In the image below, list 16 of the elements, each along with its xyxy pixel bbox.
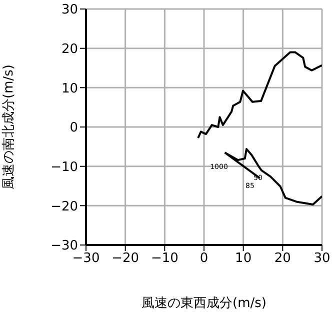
x-tick-label: −20 (112, 251, 140, 266)
y-axis-title: 風速の南北成分(m/s) (2, 64, 17, 190)
y-tick-label: −10 (50, 160, 78, 175)
y-tick-label: 0 (70, 120, 78, 136)
x-tick-label: 0 (200, 251, 208, 266)
y-tick-label: 30 (61, 2, 78, 18)
y-tick-label: 20 (61, 42, 78, 57)
x-tick-label: 20 (274, 251, 291, 266)
x-tick-label: −30 (72, 251, 100, 266)
y-tick-label: −20 (50, 199, 78, 214)
y-tick-label: 10 (61, 81, 78, 96)
x-tick-label: −10 (150, 251, 178, 266)
y-tick-label: −30 (50, 238, 78, 254)
x-axis-title: 風速の東西成分(m/s) (142, 296, 266, 311)
x-tick-label: 30 (314, 251, 330, 266)
x-tick-label: 10 (235, 251, 252, 266)
